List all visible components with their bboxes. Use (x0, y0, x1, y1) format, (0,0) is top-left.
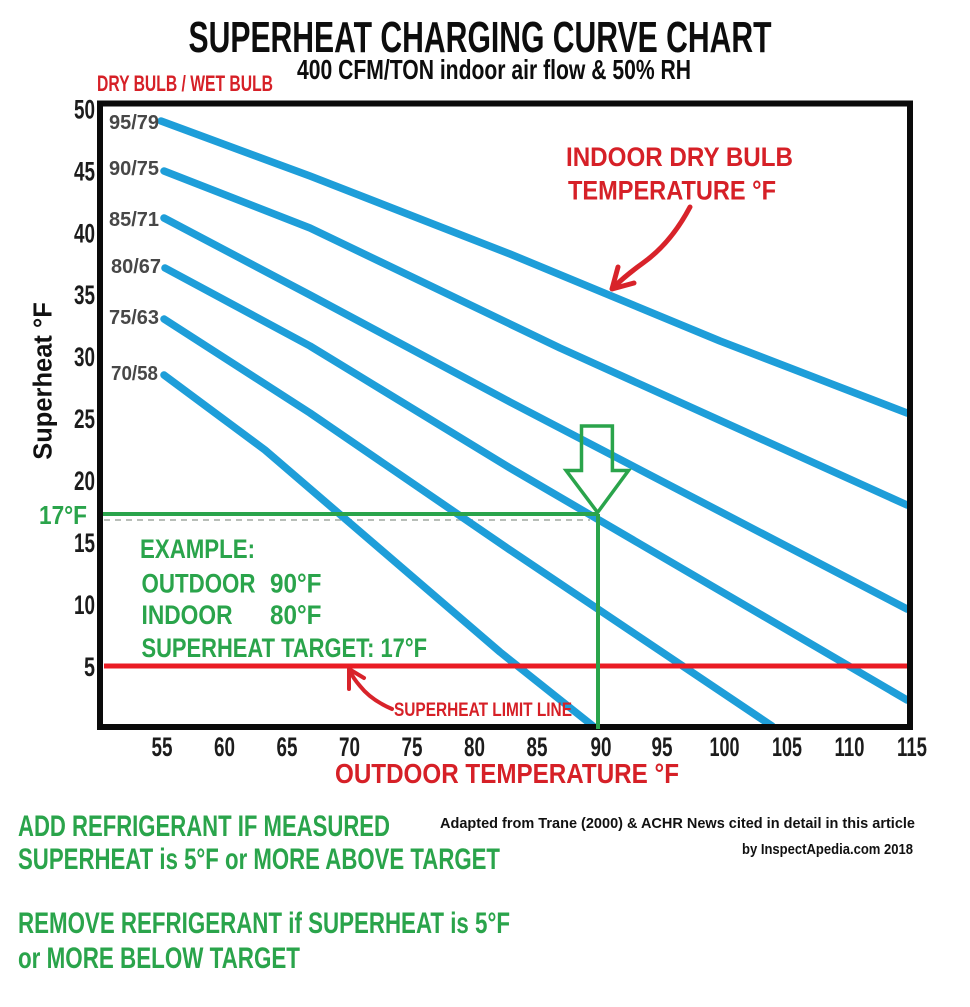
svg-text:SUPERHEAT LIMIT LINE: SUPERHEAT LIMIT LINE (394, 700, 572, 721)
svg-text:70/58: 70/58 (111, 363, 158, 385)
svg-text:5: 5 (84, 652, 95, 682)
svg-text:Adapted from Trane (2000) & AC: Adapted from Trane (2000) & ACHR News ci… (440, 815, 915, 832)
svg-text:REMOVE REFRIGERANT if SUPERHEA: REMOVE REFRIGERANT if SUPERHEAT is 5°F (18, 907, 510, 940)
svg-text:EXAMPLE:: EXAMPLE: (140, 534, 255, 564)
svg-text:95: 95 (652, 732, 673, 762)
svg-text:50: 50 (74, 94, 95, 124)
svg-text:20: 20 (74, 466, 95, 496)
svg-text:TEMPERATURE °F: TEMPERATURE °F (568, 176, 776, 206)
svg-text:55: 55 (152, 732, 173, 762)
svg-text:OUTDOOR TEMPERATURE °F: OUTDOOR TEMPERATURE °F (335, 758, 679, 789)
svg-text:60: 60 (214, 732, 235, 762)
svg-text:70: 70 (339, 732, 360, 762)
svg-text:DRY BULB / WET BULB: DRY BULB / WET BULB (97, 71, 273, 96)
svg-text:75: 75 (402, 732, 423, 762)
svg-text:45: 45 (74, 156, 95, 186)
svg-text:100: 100 (710, 732, 740, 762)
svg-text:OUTDOOR: OUTDOOR (142, 569, 256, 599)
svg-text:10: 10 (74, 590, 95, 620)
svg-text:80/67: 80/67 (111, 256, 161, 278)
svg-text:75/63: 75/63 (109, 307, 159, 329)
svg-text:85: 85 (527, 732, 548, 762)
svg-text:SUPERHEAT CHARGING CURVE CHART: SUPERHEAT CHARGING CURVE CHART (189, 13, 772, 62)
svg-text:SUPERHEAT TARGET: 17°F: SUPERHEAT TARGET: 17°F (142, 633, 428, 663)
svg-text:INDOOR DRY BULB: INDOOR DRY BULB (566, 142, 793, 172)
svg-text:30: 30 (74, 342, 95, 372)
svg-text:110: 110 (835, 732, 865, 762)
svg-text:400 CFM/TON indoor air flow &: 400 CFM/TON indoor air flow & 50% RH (297, 54, 691, 85)
svg-text:Superheat °F: Superheat °F (30, 302, 58, 460)
svg-text:25: 25 (74, 404, 95, 434)
svg-text:95/79: 95/79 (109, 112, 159, 134)
svg-text:90/75: 90/75 (109, 158, 159, 180)
svg-text:90: 90 (591, 732, 612, 762)
svg-text:by InspectApedia.com 2018: by InspectApedia.com 2018 (742, 841, 913, 858)
svg-text:80°F: 80°F (270, 600, 322, 630)
svg-text:17°F: 17°F (39, 500, 87, 530)
svg-text:ADD REFRIGERANT IF MEASURED: ADD REFRIGERANT IF MEASURED (18, 810, 390, 843)
svg-text:105: 105 (772, 732, 802, 762)
svg-text:INDOOR: INDOOR (142, 600, 233, 630)
svg-text:85/71: 85/71 (109, 209, 159, 231)
svg-text:65: 65 (277, 732, 298, 762)
svg-text:90°F: 90°F (270, 569, 322, 599)
svg-text:115: 115 (897, 732, 927, 762)
svg-text:SUPERHEAT is 5°F or MORE ABOVE: SUPERHEAT is 5°F or MORE ABOVE TARGET (18, 843, 500, 876)
svg-text:40: 40 (74, 218, 95, 248)
svg-text:or MORE BELOW TARGET: or MORE BELOW TARGET (18, 942, 300, 975)
svg-text:15: 15 (74, 528, 95, 558)
svg-text:80: 80 (464, 732, 485, 762)
svg-text:35: 35 (74, 280, 95, 310)
